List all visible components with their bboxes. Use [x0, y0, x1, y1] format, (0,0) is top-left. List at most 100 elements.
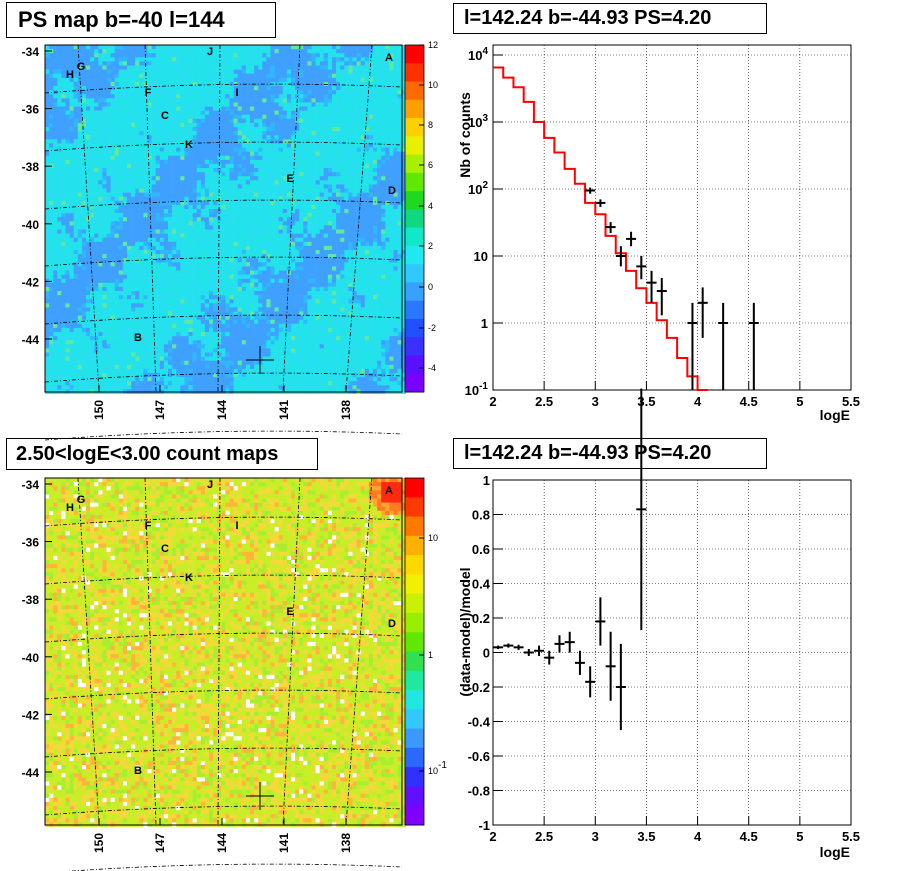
y-tick-label: -44: [22, 766, 40, 780]
spectrum-data-point: [687, 302, 698, 390]
spectrum-data-point: [748, 302, 759, 390]
x-tick-label: 3.5: [637, 829, 655, 844]
x-tick-label: 3: [592, 394, 599, 409]
source-label: K: [185, 139, 193, 151]
y-tick-label: -38: [22, 160, 40, 174]
source-label: A: [385, 485, 393, 497]
colorbar-tick-label: 4: [428, 201, 433, 211]
x-tick-label: 138: [339, 833, 353, 853]
residual-data-point: [513, 644, 524, 650]
y-tick-label: -0.6: [468, 749, 490, 764]
count-map-y-ticks: -34 -36 -38 -40 -42 -44: [22, 478, 52, 780]
spectrum-grid: [493, 45, 851, 391]
y-tick-label: 102: [468, 180, 488, 197]
y-tick-label: -1: [478, 818, 490, 833]
x-tick-label: 2: [489, 394, 496, 409]
y-tick-label: 103: [468, 113, 488, 130]
spectrum-x-ticks: 2 2.5 3 3.5 4 4.5 5 5.5: [489, 381, 860, 409]
residual-data-point: [595, 597, 606, 646]
x-tick-label: 5.5: [842, 394, 860, 409]
colorbar-tick-label: 10: [428, 80, 438, 90]
count-map-target-cross: [246, 782, 274, 810]
x-tick-label: 2.5: [535, 394, 553, 409]
residuals-y-axis-label: (data-model)/model: [457, 567, 473, 696]
residual-data-point: [534, 645, 545, 656]
y-tick-label: 1: [483, 473, 490, 488]
source-label: B: [134, 765, 142, 777]
spectrum-model-line: [493, 66, 708, 391]
spectrum-data-point: [585, 187, 596, 194]
x-tick-label: 144: [215, 400, 229, 420]
source-label: H: [66, 502, 74, 514]
residual-data-point: [564, 631, 575, 653]
count-map-x-ticks: 150 147 144 141 138: [92, 818, 353, 853]
y-tick-label: 0.4: [472, 577, 491, 592]
y-tick-label: -0.4: [468, 715, 491, 730]
source-label: C: [161, 543, 169, 555]
y-tick-label: 0.2: [472, 611, 490, 626]
residuals-frame: [492, 479, 852, 826]
source-label: I: [235, 87, 238, 99]
residuals-grid: [493, 480, 851, 825]
spectrum-data-point: [636, 256, 647, 280]
y-tick-label: -36: [22, 536, 40, 550]
source-label: G: [77, 61, 86, 73]
x-tick-label: 2.5: [535, 829, 553, 844]
x-tick-label: 138: [339, 400, 353, 420]
source-label: B: [134, 332, 142, 344]
count-map-cells: [45, 478, 407, 827]
residual-data-point: [554, 635, 565, 653]
x-tick-label: 141: [277, 833, 291, 853]
source-label: C: [161, 110, 169, 122]
ps-map-source-labels: A B C D E F GH I J K: [66, 46, 396, 344]
spectrum-data-point: [646, 270, 657, 303]
spectrum-frame: [492, 44, 852, 391]
y-tick-label: -42: [22, 708, 40, 722]
spectrum-data-point: [626, 231, 637, 247]
x-tick-label: 5: [796, 829, 803, 844]
y-tick-label: -38: [22, 593, 40, 607]
colorbar-tick-label: 8: [428, 120, 433, 130]
x-tick-label: 4: [694, 829, 702, 844]
residual-data-point: [503, 643, 514, 648]
spectrum-data-point: [615, 246, 626, 267]
y-tick-label: -40: [22, 218, 40, 232]
colorbar-tick-label: -4: [428, 363, 436, 373]
residual-data-point: [574, 650, 585, 675]
x-tick-label: 150: [92, 833, 106, 853]
source-label: D: [388, 185, 396, 197]
y-tick-label: 1: [481, 316, 488, 331]
y-tick-label: -0.8: [468, 784, 490, 799]
y-tick-label: -36: [22, 103, 40, 117]
colorbar-tick-label: 6: [428, 160, 433, 170]
spectrum-x-axis-label: logE: [820, 407, 850, 423]
source-label: E: [286, 606, 293, 618]
count-map-colorbar-ticks: 10 1 10-1: [419, 533, 447, 776]
ps-map-y-ticks: -34 -36 -38 -40 -42 -44: [22, 45, 52, 347]
spectrum-data-point: [595, 199, 606, 207]
y-tick-label: -44: [22, 333, 40, 347]
count-map-source-labels: A B C D E F GH I J K: [66, 479, 396, 777]
y-tick-label: -0.2: [468, 680, 490, 695]
source-label: A: [385, 52, 393, 64]
x-tick-label: 144: [215, 833, 229, 853]
colorbar-tick-label: 12: [428, 40, 438, 50]
residuals-x-ticks: 2 2.5 3 3.5 4 4.5 5 5.5: [489, 816, 860, 844]
source-label: J: [207, 46, 213, 58]
y-tick-label: 0: [483, 646, 490, 661]
spectrum-data-point: [718, 302, 729, 390]
colorbar-tick-label: -2: [428, 323, 436, 333]
spectrum-y-axis-label: Nb of counts: [457, 92, 473, 178]
x-tick-label: 3: [592, 829, 599, 844]
source-label: G: [77, 494, 86, 506]
x-tick-label: 5: [796, 394, 803, 409]
x-tick-label: 150: [92, 400, 106, 420]
y-tick-label: -34: [22, 45, 40, 59]
source-label: D: [388, 618, 396, 630]
residual-data-point: [523, 649, 534, 656]
residual-data-point: [636, 388, 647, 631]
spectrum-data-point: [605, 222, 616, 234]
colorbar-tick-label: 1: [428, 650, 433, 660]
